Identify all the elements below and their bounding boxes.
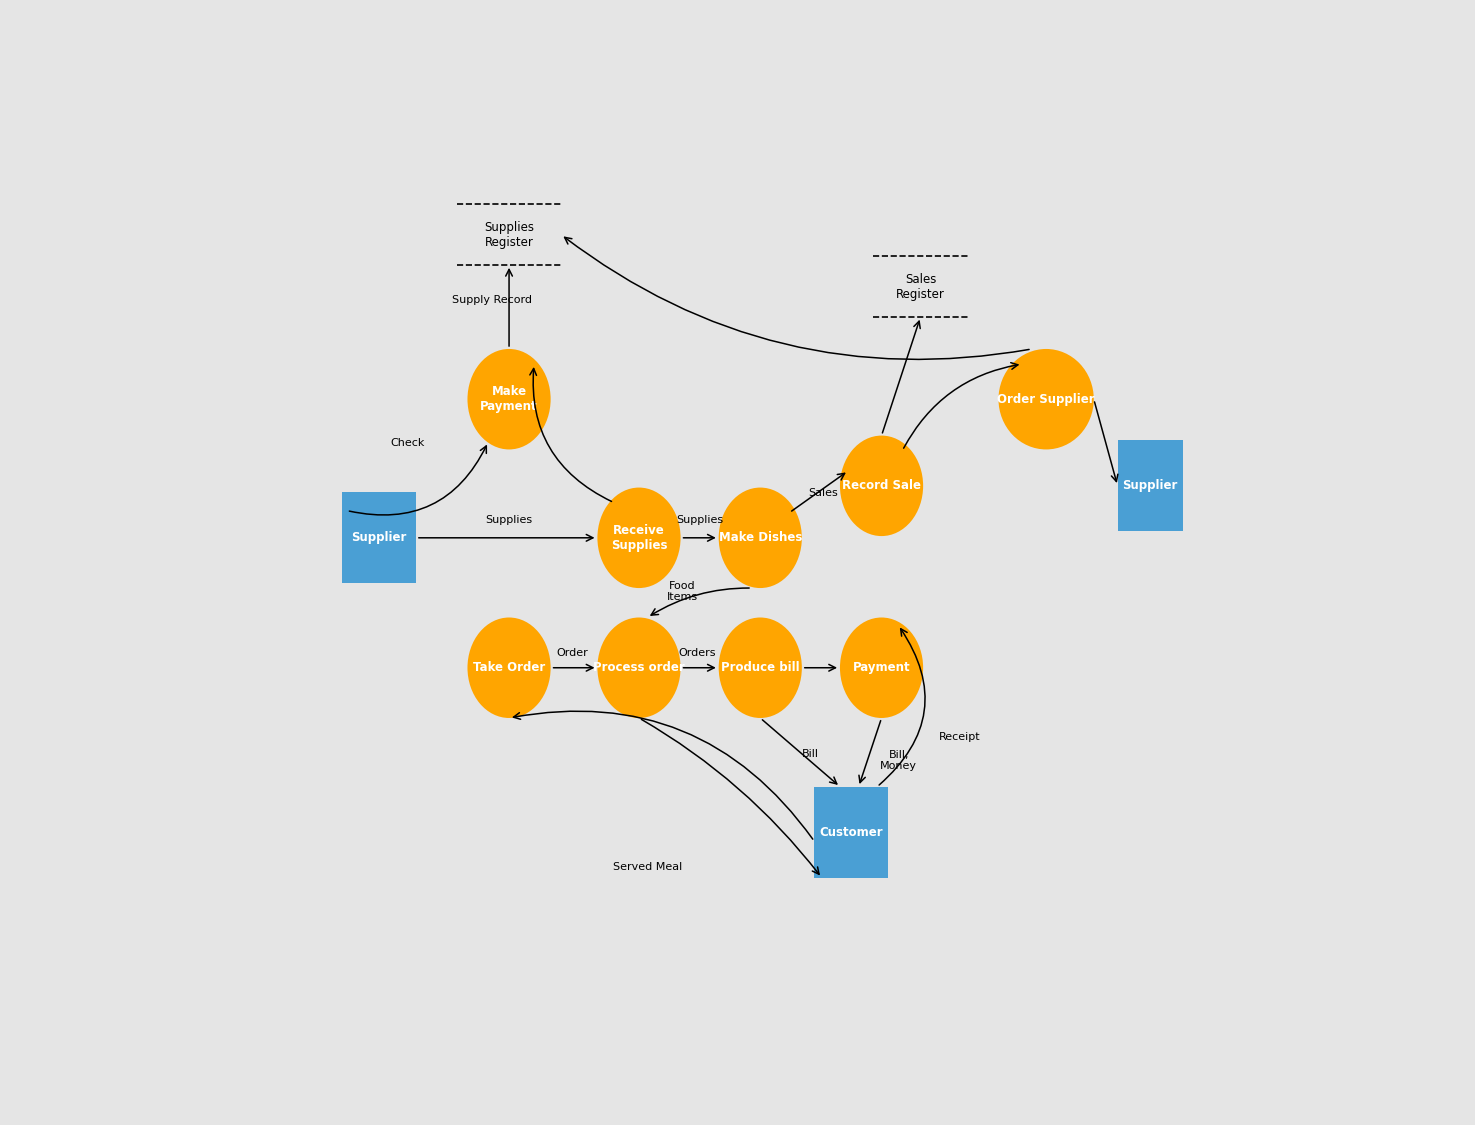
Ellipse shape [839,618,923,718]
Text: Supplies
Register: Supplies Register [484,220,534,249]
Text: Produce bill: Produce bill [721,662,799,674]
Text: Receive
Supplies: Receive Supplies [611,524,667,551]
Ellipse shape [718,618,802,718]
Text: Bill,
Money: Bill, Money [881,749,917,772]
Text: Supplier: Supplier [1122,479,1177,493]
Text: Supplies: Supplies [485,515,532,525]
Text: Bill: Bill [802,749,819,759]
Text: Orders: Orders [678,648,715,658]
Text: Sales
Register: Sales Register [897,272,945,300]
Text: Served Meal: Served Meal [614,862,683,872]
FancyBboxPatch shape [814,786,888,878]
Ellipse shape [718,487,802,588]
Text: Payment: Payment [853,662,910,674]
Text: Make Dishes: Make Dishes [718,531,802,544]
Text: Take Order: Take Order [473,662,546,674]
Text: Food
Items: Food Items [667,580,698,602]
Text: Order Supplier: Order Supplier [997,393,1094,406]
Text: Check: Check [391,438,425,448]
Text: Supplies: Supplies [676,515,723,525]
Text: Order: Order [556,648,589,658]
Text: Receipt: Receipt [938,732,981,742]
FancyBboxPatch shape [342,493,416,583]
FancyBboxPatch shape [1118,440,1183,531]
Ellipse shape [597,487,680,588]
Ellipse shape [597,618,680,718]
Text: Sales: Sales [808,488,838,497]
Text: Process order: Process order [593,662,684,674]
Ellipse shape [839,435,923,537]
Ellipse shape [999,349,1094,450]
Ellipse shape [468,349,550,450]
Text: Record Sale: Record Sale [842,479,920,493]
Text: Customer: Customer [820,826,884,839]
Ellipse shape [468,618,550,718]
Text: Make
Payment: Make Payment [481,385,538,413]
Text: Supplier: Supplier [351,531,407,544]
Text: Supply Record: Supply Record [451,295,531,305]
